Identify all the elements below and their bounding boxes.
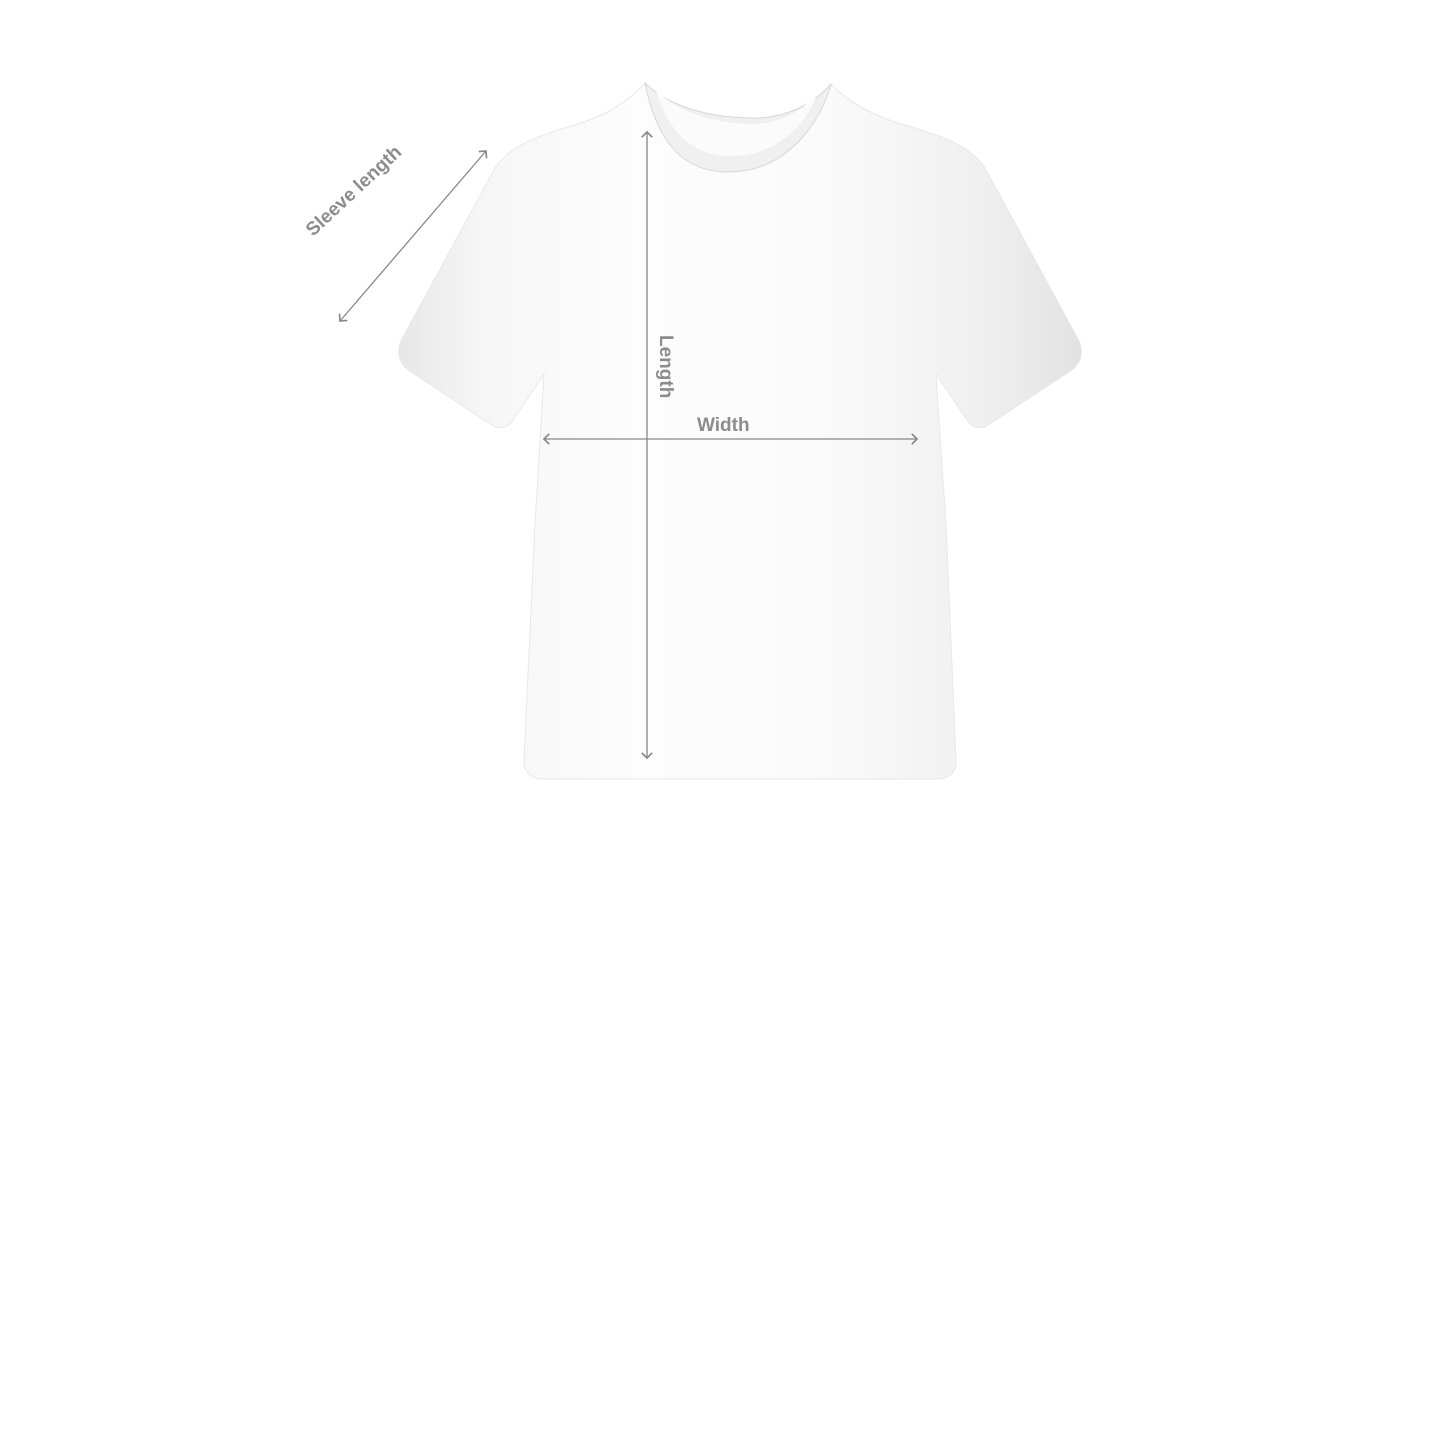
svg-text:Length: Length [655, 335, 676, 398]
svg-text:Width: Width [697, 415, 750, 436]
svg-text:Sleeve length: Sleeve length [302, 142, 406, 241]
